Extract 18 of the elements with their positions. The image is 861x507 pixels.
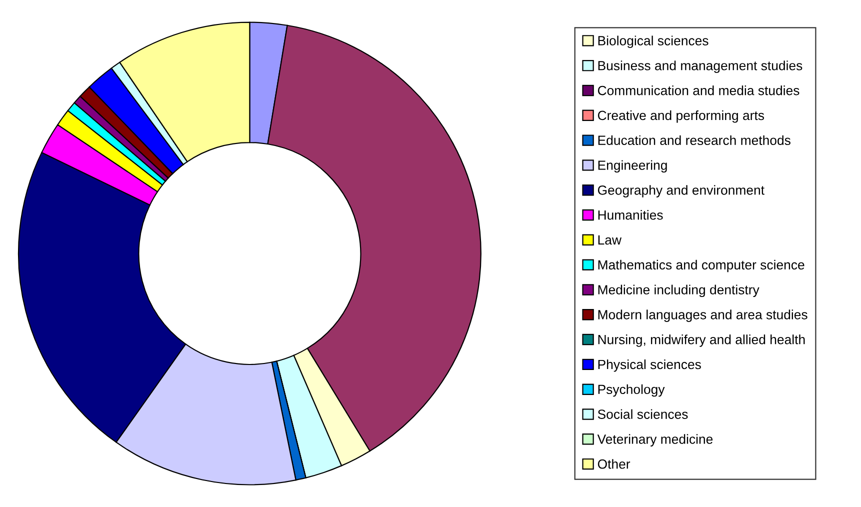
legend-label: Biological sciences — [598, 36, 708, 48]
legend-label: Engineering — [598, 160, 667, 173]
legend-label: Medicine including dentistry — [598, 284, 760, 298]
legend-label: Law — [598, 235, 622, 245]
legend-label: Physical sciences — [598, 359, 701, 372]
legend-label: Psychology — [598, 384, 665, 397]
legend-label: Humanities — [598, 210, 663, 220]
legend-label: Creative and performing arts — [598, 110, 764, 123]
legend-label: Mathematics and computer science — [598, 260, 804, 272]
legend-label: Communication and media studies — [598, 86, 800, 96]
legend-label: Education and research methods — [598, 135, 790, 146]
legend-label: Other — [598, 459, 630, 469]
legend-label: Modern languages and area studies — [598, 310, 808, 322]
legend-label: Geography and environment — [598, 185, 764, 198]
legend-label: Nursing, midwifery and allied health — [598, 334, 805, 347]
legend-label: Veterinary medicine — [597, 434, 713, 446]
legend-label: Business and management studies — [598, 60, 802, 73]
legend-label: Social sciences — [598, 409, 688, 419]
